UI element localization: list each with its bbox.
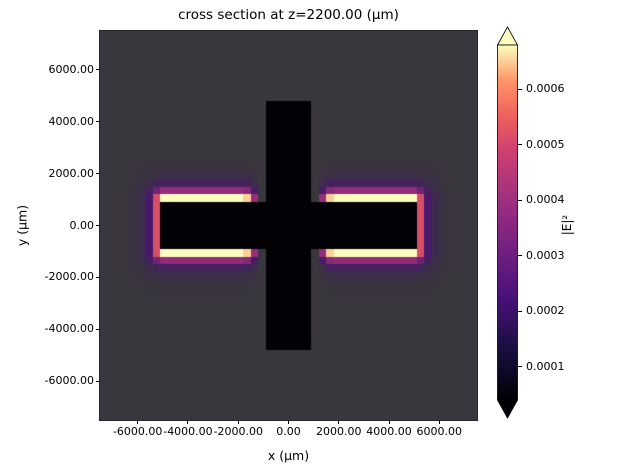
x-tick-label: 0.00 xyxy=(276,425,301,438)
plot-area xyxy=(99,30,478,421)
x-tick-mark xyxy=(237,420,239,424)
y-tick-mark xyxy=(96,225,100,226)
x-tick-label: 6000.00 xyxy=(416,425,463,438)
y-tick-label: 6000.00 xyxy=(48,62,95,76)
y-tick-label: 4000.00 xyxy=(48,114,95,128)
x-tick-label: 4000.00 xyxy=(366,425,412,438)
chart-title: cross section at z=2200.00 (μm) xyxy=(178,7,399,23)
colorbar-tick-mark xyxy=(518,144,522,146)
colorbar-over-arrow xyxy=(497,26,518,46)
colorbar-gradient-bar xyxy=(497,44,518,401)
y-tick-mark xyxy=(96,380,100,382)
y-tick-mark xyxy=(96,69,100,71)
x-tick-mark xyxy=(288,420,289,424)
x-tick-label: -2000.00 xyxy=(213,425,263,438)
y-tick-mark xyxy=(96,328,100,330)
colorbar-tick-label: 0.0005 xyxy=(526,137,565,151)
y-axis-label: y (μm) xyxy=(14,204,30,247)
colorbar-tick-mark xyxy=(518,199,522,201)
y-tick-label: -6000.00 xyxy=(44,374,94,388)
colorbar-tick-label: 0.0001 xyxy=(526,359,565,373)
x-tick-label: -4000.00 xyxy=(163,425,213,438)
x-tick-mark xyxy=(438,420,440,424)
colorbar-tick-label: 0.0006 xyxy=(526,82,565,96)
colorbar-tick-mark xyxy=(518,366,522,368)
x-axis-label: x (μm) xyxy=(267,448,310,463)
y-tick-label: -4000.00 xyxy=(44,322,94,336)
heatmap-canvas xyxy=(100,31,477,420)
y-tick-mark xyxy=(96,276,100,278)
x-tick-mark xyxy=(187,420,189,424)
y-tick-label: 2000.00 xyxy=(48,166,95,180)
x-tick-mark xyxy=(388,420,390,424)
colorbar-tick-mark xyxy=(518,255,522,257)
colorbar xyxy=(497,26,518,419)
x-tick-mark xyxy=(338,420,340,424)
x-tick-label: -6000.00 xyxy=(112,425,163,438)
y-tick-mark xyxy=(96,121,100,123)
x-tick-mark xyxy=(137,420,139,424)
y-tick-label: -2000.00 xyxy=(44,270,94,284)
y-tick-mark xyxy=(96,173,100,175)
colorbar-under-arrow xyxy=(497,399,518,419)
colorbar-tick-label: 0.0004 xyxy=(526,193,565,207)
colorbar-tick-mark xyxy=(518,88,522,90)
x-tick-label: 2000.00 xyxy=(316,425,362,438)
colorbar-tick-label: 0.0002 xyxy=(526,304,565,318)
y-tick-label: 0.00 xyxy=(69,218,95,232)
colorbar-tick-mark xyxy=(518,310,522,312)
colorbar-tick-label: 0.0003 xyxy=(526,248,565,262)
